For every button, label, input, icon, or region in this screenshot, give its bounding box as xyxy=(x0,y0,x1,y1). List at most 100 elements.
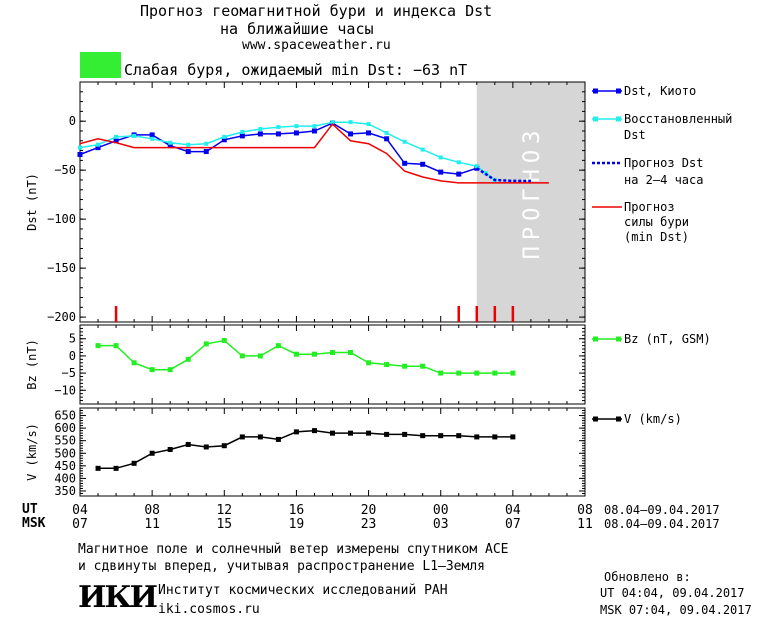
data-point xyxy=(257,353,263,359)
data-point xyxy=(384,431,390,437)
data-point xyxy=(204,141,209,146)
legend-marker xyxy=(593,336,598,342)
data-point xyxy=(384,130,389,135)
y-tick-label: 0 xyxy=(69,349,76,363)
data-point xyxy=(456,370,462,376)
y-tick-label: 350 xyxy=(54,484,76,498)
data-point xyxy=(221,443,227,449)
data-point xyxy=(402,431,408,437)
forecast-region xyxy=(476,82,585,322)
data-point xyxy=(311,128,317,134)
data-point xyxy=(239,434,245,440)
data-point xyxy=(132,133,137,138)
data-point xyxy=(149,367,155,373)
legend-marker xyxy=(616,116,621,122)
chart-title-line1: Прогноз геомагнитной бури и индекса Dst xyxy=(140,2,493,20)
data-point xyxy=(95,145,101,151)
y-tick-label: −150 xyxy=(47,261,76,275)
y-tick-label: 650 xyxy=(54,409,76,423)
ut-tick-label: 20 xyxy=(361,503,377,518)
data-point xyxy=(312,124,317,129)
data-point xyxy=(402,363,408,369)
ut-tick-label: 16 xyxy=(289,503,305,518)
data-point xyxy=(311,351,317,357)
data-point xyxy=(276,125,281,130)
msk-tick-label: 19 xyxy=(289,517,305,532)
data-point xyxy=(456,160,461,165)
data-point xyxy=(221,337,227,343)
data-point xyxy=(131,360,137,366)
y-tick-label: −200 xyxy=(47,310,76,324)
data-point xyxy=(492,370,498,376)
msk-tick-label: 11 xyxy=(577,517,593,532)
msk-tick-label: 03 xyxy=(433,517,449,532)
msk-tick-label: 15 xyxy=(216,517,232,532)
site-url[interactable]: www.spaceweather.ru xyxy=(242,38,391,53)
data-point xyxy=(438,370,444,376)
institute-site[interactable]: iki.cosmos.ru xyxy=(158,602,260,617)
data-point xyxy=(275,436,281,442)
y-tick-label: −100 xyxy=(47,212,76,226)
data-point xyxy=(510,434,516,440)
data-point xyxy=(203,444,209,450)
data-point xyxy=(348,120,353,125)
legend-marker xyxy=(593,116,598,122)
legend-marker xyxy=(593,88,598,94)
data-point xyxy=(203,149,209,155)
series-line-0 xyxy=(79,122,478,175)
chart-title-line2: на ближайшие часы xyxy=(220,20,374,38)
data-point xyxy=(366,130,372,136)
legend-bz: Bz (nT, GSM) xyxy=(624,332,711,346)
status-color-box xyxy=(80,52,121,78)
data-point xyxy=(330,430,335,436)
ut-tick-label: 04 xyxy=(72,503,88,518)
data-point xyxy=(438,169,444,175)
ut-tick-label: 00 xyxy=(433,503,449,518)
data-point xyxy=(77,151,83,157)
data-point xyxy=(492,434,498,440)
y-axis-label: V (km/s) xyxy=(25,423,39,481)
updated-msk: MSK 07:04, 09.04.2017 xyxy=(600,603,752,617)
data-point xyxy=(293,130,299,136)
y-tick-label: 450 xyxy=(54,459,76,473)
legend-marker xyxy=(593,416,598,422)
y-tick-label: 0 xyxy=(69,114,76,128)
data-point xyxy=(438,433,444,439)
data-point xyxy=(348,430,354,436)
legend-marker xyxy=(616,336,621,342)
data-point xyxy=(185,441,191,447)
data-point xyxy=(239,353,245,359)
data-point xyxy=(420,433,426,439)
data-point xyxy=(240,129,245,134)
data-point xyxy=(420,147,425,152)
legend-storm-1: Прогноз xyxy=(624,200,675,214)
data-point xyxy=(293,429,299,435)
y-tick-label: 400 xyxy=(54,471,76,485)
data-point xyxy=(510,370,516,376)
legend-storm-2: силы бури xyxy=(624,215,690,229)
msk-tick-label: 07 xyxy=(72,517,88,532)
footer-line2: и сдвинуты вперед, учитывая распростране… xyxy=(78,559,485,574)
msk-range: 08.04–09.04.2017 xyxy=(604,517,720,531)
series-line-1 xyxy=(79,121,496,181)
data-point xyxy=(113,343,119,349)
updated-ut: UT 04:04, 09.04.2017 xyxy=(600,586,745,600)
data-point xyxy=(257,434,263,440)
data-point xyxy=(384,362,390,367)
y-axis-label: Dst (nT) xyxy=(25,173,39,231)
msk-tick-label: 07 xyxy=(505,517,521,532)
msk-label: MSK xyxy=(22,516,46,531)
ut-tick-label: 08 xyxy=(577,503,593,518)
y-tick-label: −10 xyxy=(54,383,76,397)
footer-line1: Магнитное поле и солнечный ветер измерен… xyxy=(78,542,509,557)
data-point xyxy=(258,127,263,132)
series-line-0 xyxy=(98,429,513,470)
msk-tick-label: 23 xyxy=(361,517,377,532)
data-point xyxy=(456,171,462,177)
data-point xyxy=(149,132,155,138)
series-line-3 xyxy=(79,122,549,184)
data-point xyxy=(474,434,480,440)
data-point xyxy=(167,143,173,149)
legend-recon-2: Dst xyxy=(624,128,646,142)
